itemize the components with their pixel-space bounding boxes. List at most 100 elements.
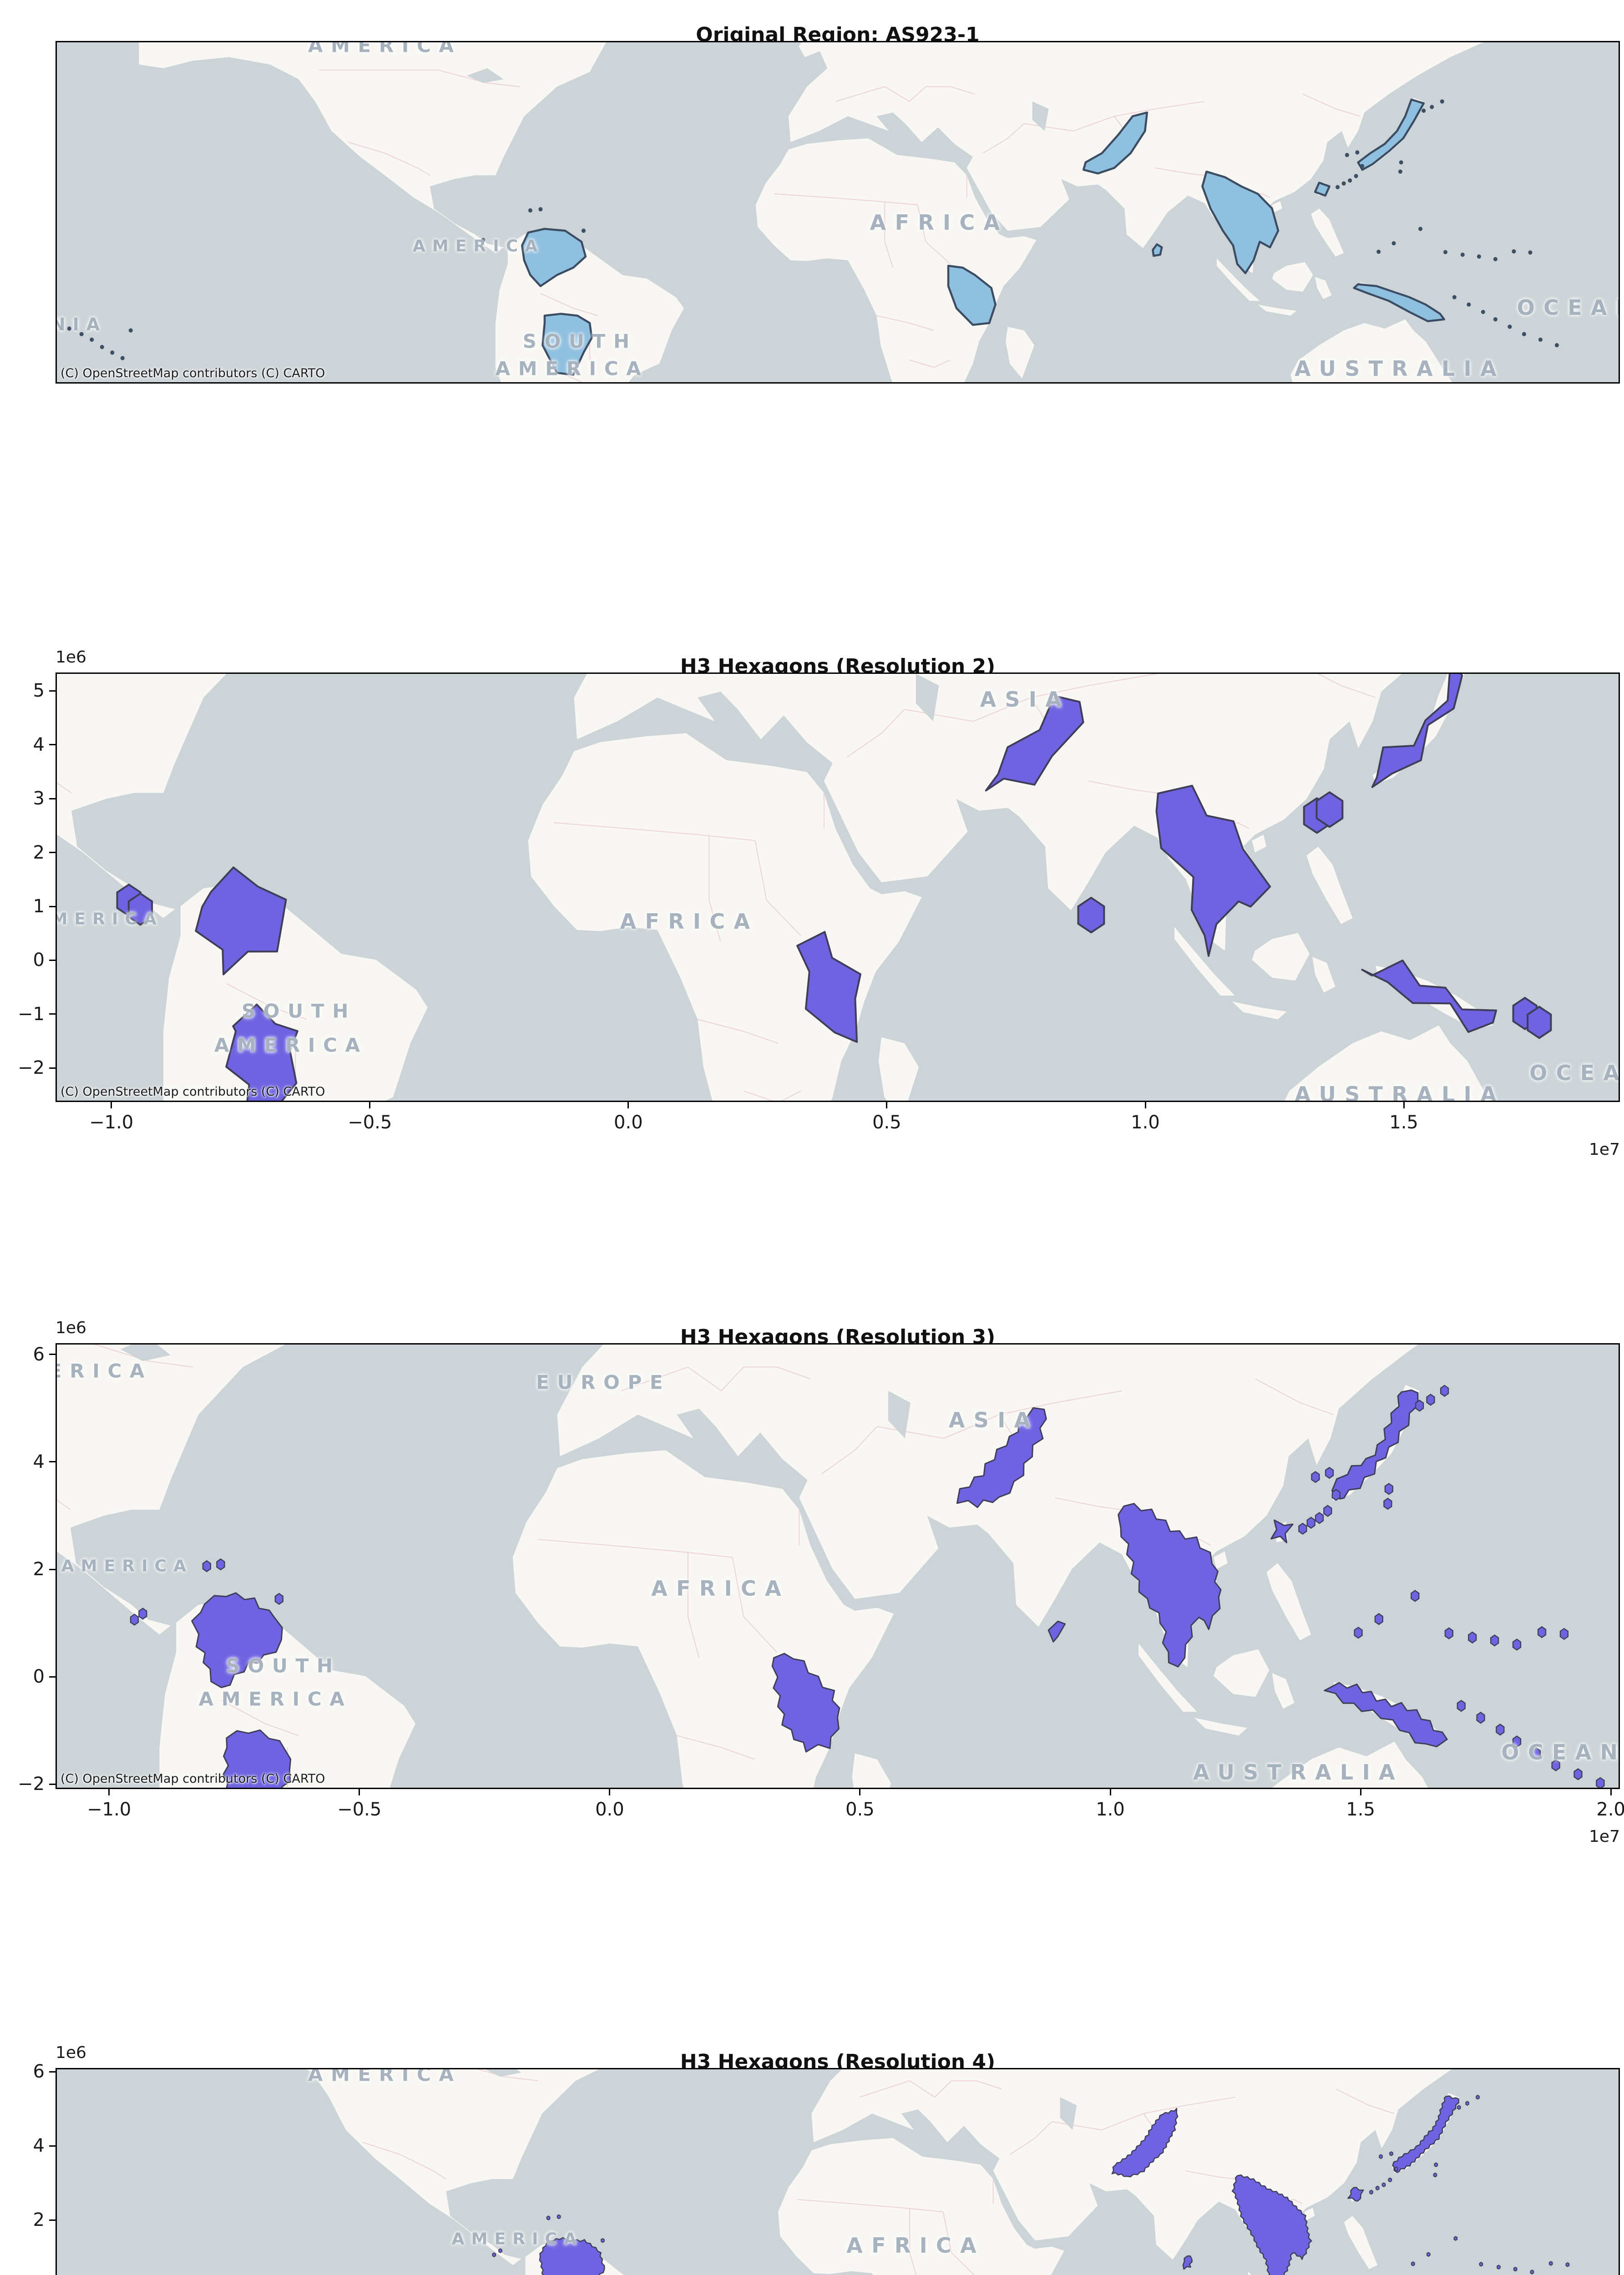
hex-cluster-taiwan [1348, 2188, 1363, 2201]
landmass [1214, 1649, 1270, 1697]
hex-cluster-taiwan [1271, 1520, 1293, 1542]
hex-dot-east-pacific [131, 1614, 138, 1625]
country-border [57, 1456, 71, 1510]
hex-dot-micronesia [1549, 2261, 1553, 2265]
map-region-label: AFRICA [870, 210, 1009, 235]
hex-cluster-bolivia [226, 1005, 298, 1101]
region-new-guinea [1354, 284, 1444, 321]
island-dot-kuril [1430, 105, 1434, 109]
hex-cluster-east-africa [797, 932, 860, 1042]
country-border [677, 1735, 754, 1759]
country-border [1303, 94, 1360, 116]
landmass [1285, 1025, 1489, 1101]
hex-dot-micronesia [1480, 2262, 1483, 2266]
y-axis-offset-label: 1e6 [56, 1319, 86, 1337]
hex-dot-okinawa [1376, 2186, 1379, 2190]
world-basemap [57, 1345, 1619, 1788]
country-border [1185, 2171, 1235, 2179]
map-canvas-res3: (C) OpenStreetMap contributors (C) CARTO… [56, 1343, 1620, 1789]
hex-dot-tsushima [1379, 2154, 1382, 2158]
map-region-label: AMERICA [57, 1360, 153, 1382]
map-canvas-res4: (C) OpenStreetMap contributors (C) CARTO… [56, 2068, 1620, 2275]
map-region-label: AUSTRALIA [1295, 356, 1506, 381]
hex-cluster-east-africa [772, 1653, 840, 1752]
hex-dot-micronesia [1538, 1627, 1546, 1638]
country-border [943, 2212, 976, 2275]
hex-cluster-japan [1393, 2096, 1459, 2172]
hex-dot-extra [129, 894, 152, 925]
map-region-label: AUSTRALIA [1295, 1082, 1506, 1102]
country-border [698, 1019, 778, 1043]
hex-dot-micronesia [1411, 1591, 1419, 1602]
country-border [1055, 1498, 1122, 1510]
map-region-label: AUSTRALIA [1193, 1759, 1404, 1785]
country-border [835, 86, 885, 101]
country-border [57, 1345, 193, 1367]
landmass [1315, 277, 1332, 299]
country-border [333, 2069, 538, 2081]
country-border [541, 293, 598, 316]
island-dot-micronesia [1376, 249, 1381, 254]
country-border [797, 2199, 943, 2212]
country-border [910, 2208, 918, 2275]
hex-dot-micronesia [1514, 2267, 1517, 2271]
region-sri-lanka [1153, 244, 1162, 256]
country-border [688, 1551, 699, 1658]
map-region-label: AFRICA [651, 1576, 790, 1601]
island-dot-pacific-west [100, 345, 104, 349]
country-border [885, 201, 893, 268]
hex-dot-okinawa [1370, 2190, 1373, 2194]
hex-dot-micronesia [1513, 1639, 1521, 1650]
hex-dot-east-pacific [499, 2249, 502, 2252]
landmass [1266, 1563, 1311, 1641]
landmass [755, 138, 1037, 382]
map-region-label: AMERICA [308, 41, 462, 57]
island-dot-kuril [1422, 108, 1426, 113]
landmass [1290, 319, 1452, 382]
hex-dot-kuril [1466, 2101, 1469, 2105]
landmass [1311, 208, 1344, 257]
lake [466, 68, 504, 83]
country-border [1010, 2122, 1052, 2154]
map-region-label: OCEANIA [57, 314, 107, 334]
hex-cluster-south-asia [1112, 2108, 1178, 2177]
region-bolivia [542, 314, 592, 375]
landmass [57, 1345, 285, 1635]
map-region-label: AMERICA [57, 910, 163, 929]
landmass [1272, 1673, 1295, 1709]
map-region-label: SOUTH [226, 1654, 341, 1677]
hex-dot-kuril [1476, 2095, 1479, 2099]
landmass [778, 2138, 1064, 2275]
hex-dot-pacific-east [1496, 1724, 1504, 1735]
map-canvas-original: (C) OpenStreetMap contributors (C) CARTO… [56, 41, 1620, 384]
country-border [1336, 2089, 1394, 2113]
hex-cluster-sri-lanka [1183, 2256, 1192, 2269]
country-border [57, 739, 71, 793]
landmass [139, 42, 607, 253]
country-border [951, 2081, 1002, 2089]
hex-dot-micronesia [1355, 1628, 1362, 1638]
hex-dot-micronesia [1468, 1632, 1476, 1643]
country-border [709, 834, 720, 942]
hex-cluster-south-asia [957, 1408, 1046, 1507]
island-dot-tsushima [1345, 152, 1349, 157]
region-south-asia [1083, 112, 1147, 173]
country-border [744, 1367, 810, 1379]
country-border [847, 709, 904, 757]
hex-dot-kuril [1427, 1395, 1435, 1405]
country-border [1255, 1379, 1333, 1415]
island-dot-okinawa [1341, 181, 1346, 186]
hex-dot-east-pacific [139, 1608, 147, 1619]
map-region-label: SOUTH [522, 330, 637, 353]
island-dot-micronesia [1391, 241, 1396, 246]
map-region-label: AFRICA [620, 909, 759, 934]
hex-dot-caribbean [203, 1561, 211, 1572]
island-dot-pacific-west [128, 328, 133, 333]
hex-dot-pacific-east [1552, 1760, 1560, 1771]
world-basemap [57, 2069, 1619, 2275]
landmass [1344, 2216, 1378, 2270]
landmass [799, 42, 827, 57]
